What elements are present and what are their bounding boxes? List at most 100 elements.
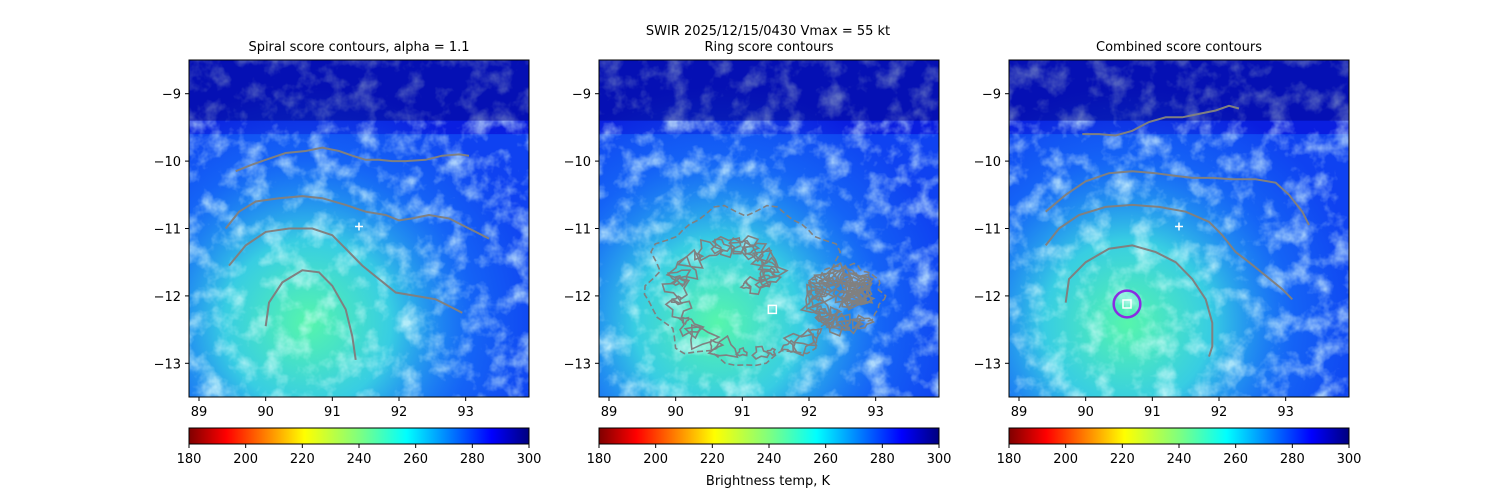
ring-score-contour [842,272,853,282]
colorbar-tick-label: 180 [177,452,202,467]
ring-score-contour [839,318,862,335]
brightness-temp-image [189,60,529,397]
y-tick-label: −10 [564,155,591,170]
ring-score-contour [812,305,826,315]
colorbar-tick-label: 280 [460,452,485,467]
ring-score-contour [693,251,705,261]
ring-score-outline [807,262,887,329]
colorbar: 180 200 220 240 260 280 300 [997,427,1362,467]
ring-score-contour [823,313,841,328]
x-tick-label: 89 [1011,405,1028,420]
y-tick-label: −11 [564,223,591,238]
ring-score-contour [661,277,691,301]
colorbar-tick-label: 240 [757,452,782,467]
colorbar-tick-label: 200 [643,452,668,467]
colorbar-tick-label: 300 [1337,452,1362,467]
ring-score-contour [821,313,832,323]
ring-score-contour [665,255,699,281]
colorbar-tick-label: 220 [700,452,725,467]
y-tick-label: −12 [564,290,591,305]
center-square-marker [767,304,778,315]
colorbar-label: Brightness temp, K [706,474,831,489]
ring-score-contour [825,312,851,331]
panel-title: Spiral score contours, alpha = 1.1 [248,40,469,55]
x-tick-label: 90 [667,405,684,420]
ring-score-contour [664,298,693,320]
colorbar-tick-label: 220 [1110,452,1135,467]
ring-score-contour [734,346,748,357]
ring-score-contour [846,286,876,311]
combined-arm-middle-contour [1045,170,1310,226]
ring-score-contour [780,339,798,353]
ring-score-contour [711,235,742,259]
x-tick-label: 91 [734,405,751,420]
x-tick-label: 92 [1211,405,1228,420]
ring-score-contour [782,332,815,357]
colorbar-gradient [1008,427,1350,445]
combined-arm-north-contour [1082,104,1240,137]
y-tick-label: −10 [974,155,1001,170]
ring-score-contour [678,316,690,326]
panel-2: Ring score contours 89 90 91 92 93 −9 −10 −11 −12… [564,40,952,467]
combined-arm-inner-contour [1044,203,1294,301]
y-tick-label: −12 [154,290,181,305]
ring-score-contour [824,271,840,284]
colorbar: 180 200 220 240 260 280 300 [587,427,952,467]
ring-score-contour [741,242,768,263]
panel-3: Combined score contours 89 90 91 92 93 −9 −10 −1… [974,40,1362,467]
y-tick-label: −13 [564,357,591,372]
ring-score-contour [757,256,780,273]
ring-score-contour [690,323,721,351]
colorbar-tick-label: 260 [403,452,428,467]
ring-score-contour [729,234,760,261]
ring-score-contour [792,327,818,347]
brightness-temp-image [599,60,939,397]
spiral-arm-south-contour [264,269,357,361]
y-tick-label: −13 [154,357,181,372]
ring-score-contour [751,345,771,360]
x-tick-label: 89 [601,405,618,420]
ring-score-contour [855,314,875,330]
y-tick-label: −12 [974,290,1001,305]
x-tick-label: 93 [457,405,474,420]
x-tick-label: 92 [391,405,408,420]
y-tick-label: −9 [982,88,1001,103]
ring-score-contour [835,289,862,309]
y-tick-label: −11 [974,223,1001,238]
ring-score-contour [670,274,686,287]
ring-score-outline [643,204,848,367]
spiral-arm-north-contour [235,146,470,173]
x-tick-label: 90 [257,405,274,420]
colorbar-tick-label: 260 [1223,452,1248,467]
colorbar-tick-label: 200 [1053,452,1078,467]
panel-title: Ring score contours [704,40,833,55]
ring-score-contour [814,308,834,323]
center-circle-marker [1112,289,1142,319]
panel-title: Combined score contours [1096,40,1262,55]
x-tick-label: 91 [1144,405,1161,420]
colorbar-tick-label: 280 [870,452,895,467]
x-tick-label: 92 [801,405,818,420]
spiral-arm-inner-contour [228,227,463,314]
ring-score-contour [709,338,725,352]
ring-score-contour [670,295,683,306]
spiral-arm-middle-contour [224,195,490,240]
colorbar-tick-label: 180 [587,452,612,467]
x-tick-label: 93 [867,405,884,420]
colorbar-tick-label: 280 [1280,452,1305,467]
ring-score-contour [697,238,726,262]
colorbar-tick-label: 240 [347,452,372,467]
ring-score-contour [759,258,789,284]
colorbar-tick-label: 240 [1167,452,1192,467]
center-square-marker [1122,299,1132,309]
ring-score-contour [683,325,703,340]
y-tick-label: −9 [162,88,181,103]
center-plus-marker [355,222,363,231]
colorbar-tick-label: 260 [813,452,838,467]
ring-score-contour [679,316,705,338]
ring-score-contour [812,285,824,294]
colorbar-tick-label: 300 [927,452,952,467]
center-plus-marker [1175,222,1183,231]
x-tick-label: 90 [1077,405,1094,420]
